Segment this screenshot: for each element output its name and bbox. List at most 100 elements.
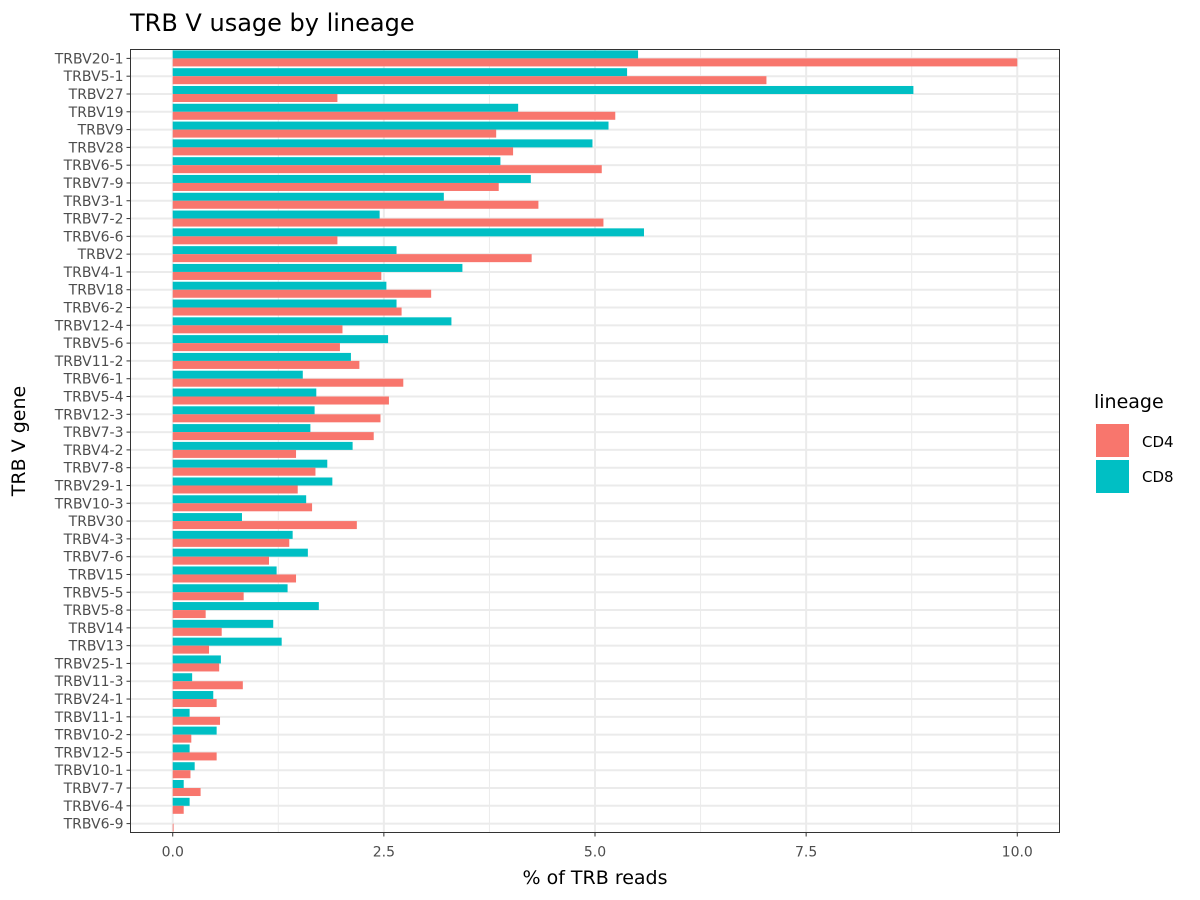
y-tick-label: TRBV9 (77, 123, 124, 139)
bar-cd4-TRBV14 (172, 627, 222, 636)
bar-cd4-TRBV6-4 (172, 805, 184, 814)
bar-cd4-TRBV3-1 (172, 200, 539, 209)
bar-cd8-TRBV5-6 (172, 335, 389, 344)
bar-cd8-TRBV6-4 (172, 797, 190, 806)
y-tick-label: TRBV12-3 (54, 407, 124, 423)
bar-cd4-TRBV2 (172, 254, 532, 263)
x-axis-title: % of TRB reads (522, 867, 667, 889)
bar-cd4-TRBV25-1 (172, 663, 220, 672)
bar-cd8-TRBV9 (172, 121, 609, 130)
bar-cd8-TRBV11-1 (172, 708, 190, 717)
bar-cd8-TRBV10-3 (172, 495, 307, 504)
x-tick-label: 10.0 (1002, 845, 1033, 861)
bar-cd8-TRBV24-1 (172, 691, 214, 700)
legend-title: lineage (1094, 391, 1164, 413)
y-tick-label: TRBV19 (68, 105, 124, 121)
bar-cd4-TRBV6-6 (172, 236, 338, 245)
bar-cd4-TRBV7-3 (172, 432, 374, 441)
y-tick-label: TRBV6-9 (63, 817, 124, 833)
bar-cd4-TRBV12-5 (172, 752, 217, 761)
bar-cd4-TRBV28 (172, 147, 514, 156)
y-tick-label: TRBV30 (68, 514, 124, 530)
y-tick-label: TRBV11-1 (54, 710, 124, 726)
x-tick-label: 7.5 (795, 845, 817, 861)
bar-cd4-TRBV7-9 (172, 182, 499, 191)
y-tick-label: TRBV5-4 (63, 390, 124, 406)
bar-cd8-TRBV12-4 (172, 317, 452, 326)
bar-cd8-TRBV4-3 (172, 530, 293, 539)
bar-cd4-TRBV7-6 (172, 556, 270, 565)
bar-cd4-TRBV9 (172, 129, 497, 138)
x-tick-label: 2.5 (373, 845, 395, 861)
y-tick-label: TRBV29-1 (54, 478, 124, 494)
bar-cd8-TRBV20-1 (172, 50, 639, 59)
bar-cd8-TRBV7-7 (172, 780, 184, 789)
x-axis-ticks: 0.0 2.5 5.0 7.5 10.0 (162, 832, 1033, 861)
bar-cd4-TRBV7-2 (172, 218, 604, 227)
bar-cd8-TRBV7-2 (172, 210, 380, 219)
bar-cd4-TRBV27 (172, 93, 338, 102)
bar-cd8-TRBV7-3 (172, 424, 311, 433)
legend: lineage CD4 CD8 (1094, 391, 1174, 493)
y-tick-label: TRBV7-3 (63, 425, 124, 441)
bar-cd8-TRBV10-2 (172, 726, 217, 735)
bar-cd4-TRBV6-9 (172, 823, 174, 832)
bar-cd4-TRBV29-1 (172, 485, 298, 494)
bar-cd4-TRBV5-8 (172, 610, 206, 619)
bar-cd8-TRBV27 (172, 85, 914, 94)
y-tick-label: TRBV24-1 (54, 692, 124, 708)
chart-title: TRB V usage by lineage (129, 9, 415, 37)
bar-cd4-TRBV5-6 (172, 343, 340, 352)
bar-cd4-TRBV12-4 (172, 325, 343, 334)
bar-cd4-TRBV18 (172, 289, 432, 298)
bar-cd4-TRBV10-3 (172, 503, 313, 512)
bar-cd8-TRBV12-3 (172, 406, 315, 415)
bar-cd4-TRBV13 (172, 645, 210, 654)
y-tick-label: TRBV12-4 (54, 318, 124, 334)
y-tick-label: TRBV10-3 (54, 496, 124, 512)
bar-cd8-TRBV5-4 (172, 388, 317, 397)
bar-cd8-TRBV4-2 (172, 441, 353, 450)
bar-cd4-TRBV7-7 (172, 788, 201, 797)
bars (172, 50, 1018, 832)
bar-cd4-TRBV19 (172, 111, 616, 120)
bar-cd4-TRBV6-2 (172, 307, 402, 316)
y-tick-label: TRBV20-1 (54, 51, 124, 67)
legend-key-cd8 (1096, 460, 1129, 493)
bar-cd4-TRBV7-8 (172, 467, 316, 476)
bar-cd4-TRBV6-5 (172, 165, 602, 174)
y-tick-label: TRBV14 (68, 621, 124, 637)
bar-cd8-TRBV12-5 (172, 744, 190, 753)
y-tick-label: TRBV4-2 (63, 443, 124, 459)
bar-cd8-TRBV10-1 (172, 762, 195, 771)
legend-key-cd4 (1096, 424, 1129, 457)
bar-cd4-TRBV5-1 (172, 76, 767, 85)
bar-cd8-TRBV6-5 (172, 157, 501, 166)
bar-cd4-TRBV12-3 (172, 414, 381, 423)
y-tick-label: TRBV6-6 (63, 229, 124, 245)
bar-cd8-TRBV6-1 (172, 370, 303, 379)
bar-cd8-TRBV7-9 (172, 174, 531, 183)
bar-cd8-TRBV13 (172, 637, 282, 646)
y-tick-label: TRBV5-8 (63, 603, 124, 619)
x-tick-label: 5.0 (584, 845, 606, 861)
bar-cd8-TRBV28 (172, 139, 593, 148)
bar-cd4-TRBV4-1 (172, 271, 382, 280)
y-tick-label: TRBV25-1 (54, 656, 124, 672)
y-tick-label: TRBV10-1 (54, 763, 124, 779)
bar-cd4-TRBV10-2 (172, 734, 192, 743)
bar-cd8-TRBV5-8 (172, 602, 319, 611)
bar-cd4-TRBV30 (172, 521, 357, 530)
bar-cd8-TRBV5-1 (172, 68, 628, 77)
bar-cd8-TRBV4-1 (172, 263, 463, 272)
bar-cd8-TRBV14 (172, 619, 274, 628)
bar-cd8-TRBV11-3 (172, 673, 193, 682)
bar-cd8-TRBV6-2 (172, 299, 397, 308)
bar-cd8-TRBV25-1 (172, 655, 221, 664)
bar-cd4-TRBV4-2 (172, 449, 297, 458)
bar-cd8-TRBV30 (172, 513, 242, 522)
y-tick-label: TRBV7-6 (63, 550, 124, 566)
y-tick-label: TRBV7-2 (63, 212, 124, 228)
y-tick-label: TRBV5-1 (63, 69, 124, 85)
